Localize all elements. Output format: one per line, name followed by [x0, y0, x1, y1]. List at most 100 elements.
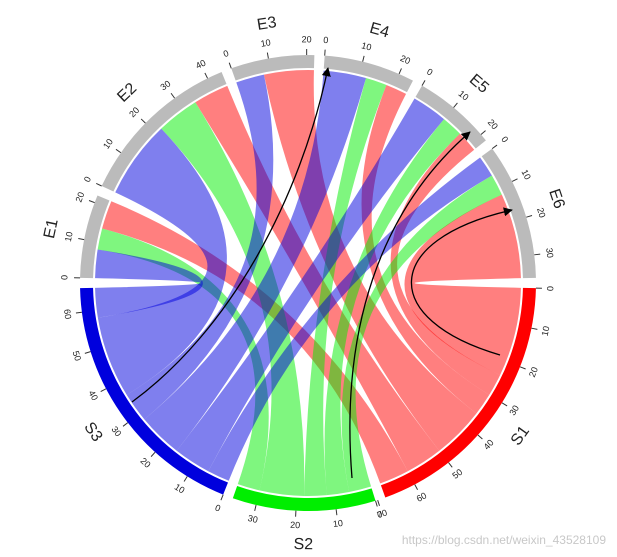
tick-mark — [100, 388, 107, 392]
tick-mark — [534, 253, 541, 256]
tick-label: 70 — [376, 507, 389, 520]
tick-label: 40 — [194, 58, 207, 71]
tick-label: 10 — [540, 325, 552, 337]
chord — [126, 74, 274, 420]
tick-mark — [254, 504, 257, 511]
sector-ring — [80, 195, 110, 279]
chord — [341, 175, 502, 492]
tick-mark — [414, 484, 419, 490]
tick-label: 10 — [519, 168, 532, 181]
chord — [324, 119, 460, 496]
tick-label: 40 — [482, 438, 496, 452]
chord — [390, 133, 501, 395]
tick-label: 20 — [127, 105, 141, 119]
tick-label: 0 — [59, 275, 69, 280]
tick-label: 10 — [173, 482, 187, 496]
tick-label: 0 — [214, 502, 222, 513]
sector-ring — [481, 148, 536, 279]
tick-label: 20 — [399, 53, 412, 66]
arrow — [349, 131, 471, 479]
tick-label: 50 — [71, 350, 84, 363]
chord — [304, 78, 387, 496]
tick-label: 30 — [109, 424, 123, 438]
tick-mark — [501, 402, 508, 407]
chord — [95, 249, 203, 318]
tick-label: 20 — [302, 34, 312, 44]
watermark: https://blog.csdn.net/weixin_43528109 — [402, 533, 606, 547]
tick-label: 0 — [82, 175, 93, 184]
tick-label: 0 — [499, 134, 510, 144]
tick-mark — [519, 366, 526, 370]
chord — [102, 201, 408, 484]
arrow — [131, 67, 331, 403]
tick-label: 10 — [260, 37, 272, 49]
tick-label: 60 — [415, 490, 429, 504]
tick-mark — [531, 327, 538, 330]
sector-ring — [80, 287, 228, 495]
chord — [97, 128, 227, 395]
tick-mark — [453, 102, 458, 108]
chord — [361, 84, 490, 414]
tick-label: 10 — [332, 518, 343, 529]
tick-mark — [266, 52, 269, 59]
tick-mark — [335, 509, 338, 516]
sector-ring — [323, 55, 413, 93]
tick-mark — [220, 494, 224, 501]
tick-label: 20 — [290, 520, 301, 531]
tick-label: 20 — [74, 191, 87, 204]
chord — [97, 228, 269, 491]
sector-ring — [101, 72, 227, 192]
tick-label: 30 — [158, 78, 172, 92]
tick-label: 20 — [527, 366, 540, 379]
tick-label: 0 — [425, 66, 434, 77]
tick-label: 20 — [486, 117, 500, 131]
chords — [95, 70, 521, 496]
chord — [404, 194, 521, 376]
sector-ring — [232, 485, 376, 511]
chord — [144, 70, 367, 451]
tick-mark — [75, 311, 82, 314]
tick-label: 20 — [535, 206, 547, 218]
tick-mark — [122, 422, 129, 427]
tick-mark — [96, 183, 102, 187]
sector-name: S3 — [80, 419, 105, 445]
tick-label: 10 — [101, 137, 115, 151]
tick-label: 0 — [323, 35, 329, 45]
tick-mark — [477, 434, 483, 440]
tick-label: 50 — [450, 467, 464, 481]
tick-mark — [88, 200, 95, 204]
tick-label: 30 — [544, 247, 555, 258]
sector-name: S2 — [293, 536, 313, 553]
tick-label: 10 — [63, 231, 75, 243]
tick-label: 40 — [87, 389, 101, 403]
tick-mark — [491, 144, 498, 150]
tick-label: 30 — [247, 513, 259, 525]
tick-mark — [183, 476, 188, 482]
tick-mark — [150, 451, 156, 457]
sector-name: E4 — [368, 20, 392, 42]
tick-label: 60 — [62, 309, 73, 320]
tick-mark — [140, 118, 146, 124]
tick-mark — [204, 72, 208, 79]
tick-label: 0 — [545, 286, 555, 291]
tick-mark — [511, 178, 518, 182]
tick-mark — [170, 92, 175, 99]
sector-ring — [380, 287, 536, 498]
tick-mark — [480, 130, 486, 135]
tick-mark — [375, 500, 378, 507]
tick-label: 30 — [507, 403, 521, 417]
tick-mark — [228, 62, 232, 69]
sector-ring — [231, 55, 315, 81]
arrows — [131, 67, 513, 479]
tick-mark — [377, 499, 380, 506]
tick-label: 10 — [457, 88, 471, 102]
tick-label: 0 — [222, 48, 230, 59]
tick-label: 0 — [376, 509, 384, 520]
sector-name: S1 — [508, 423, 533, 449]
sector-name: E3 — [256, 14, 278, 34]
sector-name: E2 — [114, 80, 140, 106]
tick-label: 20 — [138, 456, 152, 470]
tick-mark — [448, 462, 453, 468]
tick-label: 10 — [360, 40, 372, 52]
